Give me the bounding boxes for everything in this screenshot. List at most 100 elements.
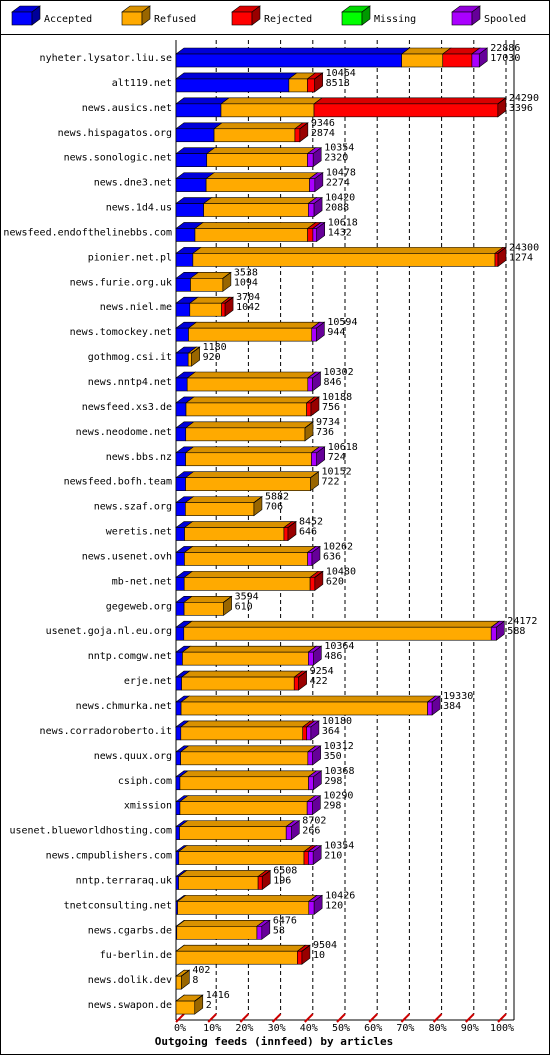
- bar-front: [185, 502, 255, 516]
- bar-segment: [310, 321, 326, 342]
- accepted-label: 8: [192, 975, 198, 986]
- bar-segment: [194, 994, 203, 1002]
- offered-label: 10420: [325, 193, 355, 204]
- y-tick-label: news.1d4.us: [106, 203, 172, 214]
- bar-front: [308, 851, 314, 865]
- bar-segment: [181, 969, 190, 977]
- bar-side: [312, 147, 322, 168]
- bar-segment: [175, 296, 199, 317]
- legend-label: Missing: [374, 14, 416, 25]
- bar-front: [175, 776, 181, 791]
- bar-top: [213, 122, 304, 130]
- bar-front: [175, 203, 204, 217]
- bar-front: [180, 701, 428, 716]
- bar-front: [311, 327, 317, 342]
- x-tick-label: 100%: [490, 1023, 514, 1034]
- bar-front: [307, 228, 314, 242]
- bar-front: [308, 203, 315, 217]
- bar-front: [180, 726, 304, 741]
- bar-top: [313, 97, 507, 105]
- offered-label: 10618: [328, 217, 358, 228]
- accepted-label: 298: [323, 801, 341, 812]
- legend-item: Spooled: [451, 5, 526, 26]
- bar-front: [293, 676, 299, 691]
- bar-front: [179, 826, 287, 840]
- bar-front: [175, 826, 180, 840]
- bar-segment: [178, 820, 296, 840]
- accepted-label: 722: [322, 477, 340, 488]
- bar-top: [179, 720, 312, 728]
- accepted-label: 364: [322, 726, 340, 737]
- x-tick-label: 0%: [174, 1023, 186, 1034]
- bar-front: [175, 801, 181, 815]
- bar-top: [175, 944, 307, 952]
- accepted-label: 610: [235, 601, 253, 612]
- bar-segment: [194, 222, 317, 242]
- x-tick-label: 20%: [235, 1023, 253, 1034]
- bar-segment: [262, 870, 271, 877]
- bar-top: [310, 396, 320, 404]
- bar-top: [183, 571, 320, 578]
- bar-top: [185, 396, 316, 404]
- bar-front: [175, 103, 222, 118]
- offered-label: 24172: [507, 616, 537, 627]
- bar-top: [187, 321, 321, 329]
- accepted-label: 17030: [490, 53, 520, 64]
- offered-label: 24300: [509, 242, 539, 253]
- bar-front: [175, 53, 402, 68]
- y-tick-label: gegeweb.org: [106, 601, 172, 612]
- offered-label: 10262: [323, 541, 353, 552]
- bar-top: [191, 346, 200, 354]
- bar-side: [478, 47, 488, 68]
- bar-front: [175, 302, 191, 317]
- bar-top: [181, 969, 190, 977]
- bar-segment: [176, 895, 318, 915]
- bar-front: [189, 302, 222, 317]
- bar-front: [203, 203, 309, 217]
- bar-segment: [470, 47, 489, 68]
- legend-item: Rejected: [231, 5, 312, 26]
- bar-front: [283, 527, 289, 541]
- x-tick-label: 10%: [203, 1023, 221, 1034]
- bar-top: [178, 820, 296, 827]
- accepted-label: 636: [323, 551, 341, 562]
- bar-front: [184, 527, 285, 541]
- bar-segment: [205, 172, 319, 192]
- bar-front: [221, 302, 226, 317]
- accepted-label: 1042: [236, 302, 260, 313]
- bar-top: [301, 944, 311, 952]
- bar-front: [311, 452, 317, 467]
- bar-front: [186, 377, 309, 392]
- bar-front: [180, 751, 309, 766]
- bar-top: [179, 795, 317, 802]
- bar-segment: [184, 471, 320, 492]
- bar-top: [180, 670, 304, 678]
- bar-side: [313, 894, 323, 915]
- bar-front: [175, 278, 191, 292]
- y-tick-label: erje.net: [124, 676, 172, 687]
- bar-segment: [191, 346, 200, 354]
- offered-label: 8452: [299, 517, 323, 528]
- y-tick-label: news.cgarbs.de: [88, 925, 172, 936]
- bar-front: [175, 352, 189, 367]
- bar-segment: [175, 97, 230, 118]
- y-tick-label: news.chmurka.net: [76, 701, 172, 712]
- bar-front: [309, 178, 316, 192]
- bar-front: [306, 402, 312, 417]
- bar-top: [177, 845, 313, 852]
- bar-front: [307, 552, 313, 566]
- bar-front: [185, 452, 312, 467]
- bar-front: [303, 851, 309, 865]
- accepted-label: 2320: [324, 153, 348, 164]
- offered-label: 10478: [326, 168, 356, 179]
- y-tick-label: news.sonologic.net: [64, 153, 172, 164]
- bar-top: [179, 770, 318, 778]
- bar-top: [310, 471, 319, 478]
- bar-segment: [186, 371, 317, 392]
- bar-front: [177, 901, 310, 915]
- bar-front: [175, 975, 182, 990]
- bar-front: [185, 427, 306, 442]
- legend-item: Accepted: [11, 5, 92, 26]
- bar-front: [175, 253, 194, 267]
- offered-label: 3594: [235, 591, 259, 602]
